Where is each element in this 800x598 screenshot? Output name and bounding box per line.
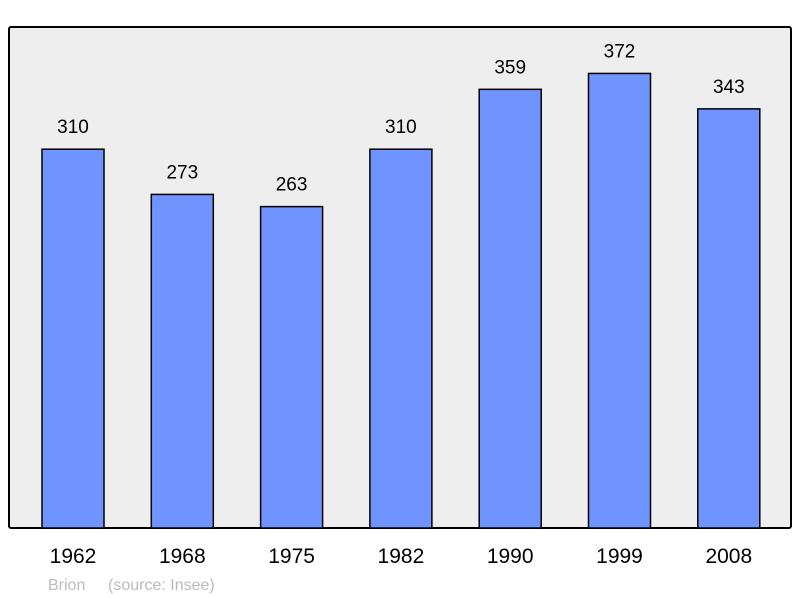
footer-source: (source: Insee) [108, 577, 215, 594]
data-label-1975: 263 [276, 175, 308, 196]
bar-1999 [587, 72, 652, 529]
bar-1982 [369, 148, 433, 529]
bar-2008 [697, 108, 761, 529]
data-label-1982: 310 [385, 117, 417, 138]
x-tick-label-1975: 1975 [268, 545, 315, 568]
x-tick-label-1982: 1982 [378, 545, 425, 568]
data-label-1968: 273 [166, 162, 198, 183]
bar-1975 [259, 205, 324, 529]
data-label-2008: 343 [713, 77, 745, 98]
footer-place: Brion [48, 577, 85, 594]
x-tick-label-2008: 2008 [705, 545, 752, 568]
data-label-1962: 310 [57, 117, 89, 138]
bar-1962 [41, 148, 105, 529]
data-label-1999: 372 [604, 41, 636, 62]
x-tick-label-1962: 1962 [50, 545, 97, 568]
bar-1990 [478, 88, 542, 529]
bar-1968 [150, 193, 215, 529]
x-tick-label-1990: 1990 [487, 545, 534, 568]
x-tick-label-1968: 1968 [159, 545, 206, 568]
x-tick-label-1999: 1999 [596, 545, 643, 568]
data-label-1990: 359 [494, 57, 526, 78]
